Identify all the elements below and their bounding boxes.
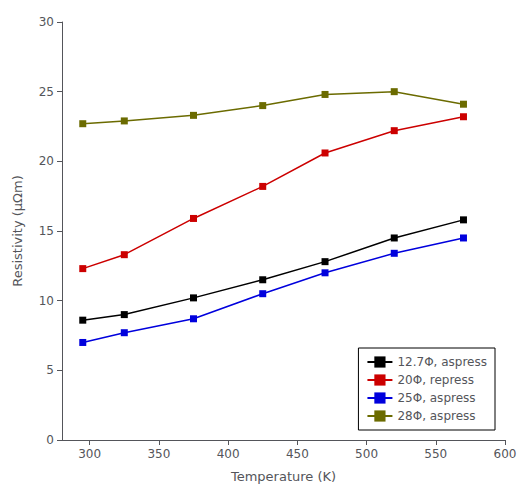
svg-text:30: 30 <box>39 15 54 29</box>
svg-text:600: 600 <box>494 447 517 461</box>
svg-text:12.7Φ, aspress: 12.7Φ, aspress <box>397 355 487 369</box>
svg-text:400: 400 <box>217 447 240 461</box>
svg-text:550: 550 <box>424 447 447 461</box>
svg-text:5: 5 <box>46 363 54 377</box>
svg-text:350: 350 <box>147 447 170 461</box>
svg-text:20: 20 <box>39 154 54 168</box>
svg-text:300: 300 <box>78 447 101 461</box>
svg-text:450: 450 <box>286 447 309 461</box>
svg-text:10: 10 <box>39 294 54 308</box>
svg-text:Temperature (K): Temperature (K) <box>230 469 336 484</box>
svg-text:28Φ, aspress: 28Φ, aspress <box>397 409 475 423</box>
svg-text:25Φ, aspress: 25Φ, aspress <box>397 391 475 405</box>
svg-text:25: 25 <box>39 85 54 99</box>
svg-text:15: 15 <box>39 224 54 238</box>
svg-text:20Φ, repress: 20Φ, repress <box>397 373 474 387</box>
svg-text:Resistivity (μΩm): Resistivity (μΩm) <box>10 175 25 287</box>
svg-text:0: 0 <box>46 433 54 447</box>
svg-text:500: 500 <box>355 447 378 461</box>
